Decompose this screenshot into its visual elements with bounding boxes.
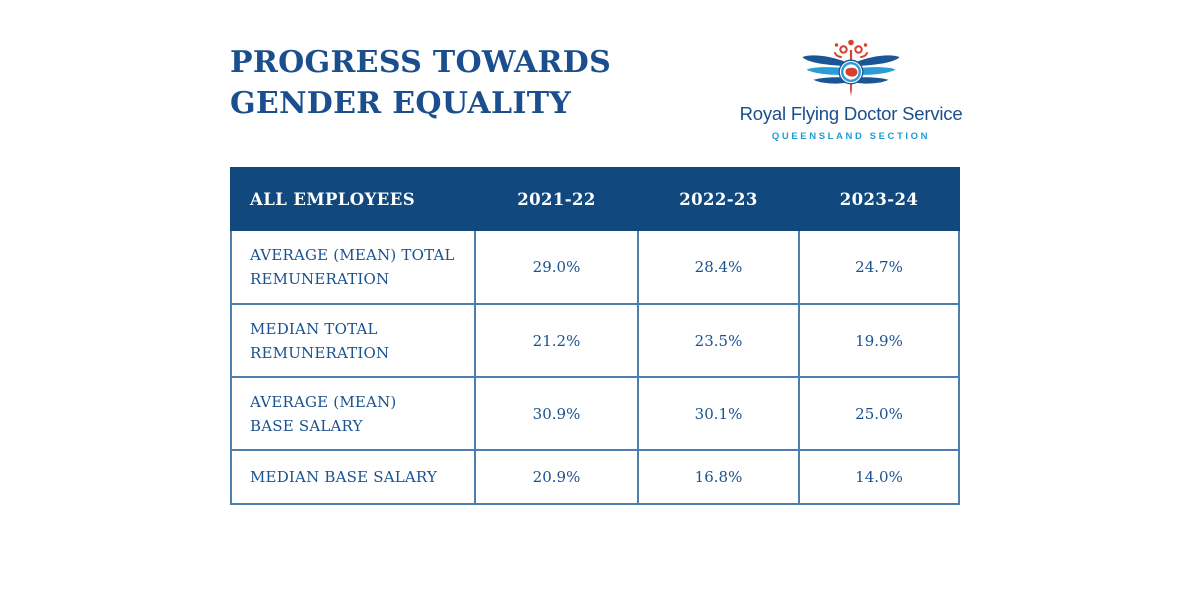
table-header-row: ALL EMPLOYEES 2021-22 2022-23 2023-24 (230, 167, 960, 231)
row-label: AVERAGE (MEAN) BASE SALARY (230, 376, 476, 451)
value-cell: 24.7% (798, 229, 960, 305)
page-title-line-2: GENDER EQUALITY (230, 86, 572, 121)
table-row: AVERAGE (MEAN) BASE SALARY 30.9% 30.1% 2… (230, 376, 960, 451)
value-cell: 28.4% (637, 229, 800, 305)
page-title-line-1: PROGRESS TOWARDS (230, 45, 612, 80)
value-cell: 19.9% (798, 303, 960, 378)
logo-name: Royal Flying Doctor Service (739, 103, 963, 124)
row-label: AVERAGE (MEAN) TOTAL REMUNERATION (230, 229, 476, 305)
row-label: MEDIAN BASE SALARY (230, 449, 476, 505)
value-cell: 21.2% (474, 303, 639, 378)
value-cell: 29.0% (474, 229, 639, 305)
table-row: MEDIAN BASE SALARY 20.9% 16.8% 14.0% (230, 449, 960, 505)
value-cell: 16.8% (637, 449, 800, 505)
page-title: PROGRESS TOWARDS GENDER EQUALITY (230, 42, 611, 124)
table-row: AVERAGE (MEAN) TOTAL REMUNERATION 29.0% … (230, 229, 960, 305)
rfds-emblem-icon (802, 39, 900, 97)
value-cell: 30.1% (637, 376, 800, 451)
logo-section: QUEENSLAND SECTION (771, 131, 931, 142)
column-header-2021-22: 2021-22 (474, 167, 639, 231)
table-row: MEDIAN TOTAL REMUNERATION 21.2% 23.5% 19… (230, 303, 960, 378)
column-header-all-employees: ALL EMPLOYEES (230, 167, 476, 231)
column-header-2023-24: 2023-24 (798, 167, 960, 231)
column-header-2022-23: 2022-23 (637, 167, 800, 231)
gender-equality-table: ALL EMPLOYEES 2021-22 2022-23 2023-24 AV… (230, 167, 960, 505)
row-label: MEDIAN TOTAL REMUNERATION (230, 303, 476, 378)
value-cell: 20.9% (474, 449, 639, 505)
value-cell: 30.9% (474, 376, 639, 451)
value-cell: 14.0% (798, 449, 960, 505)
value-cell: 25.0% (798, 376, 960, 451)
rfds-logo: Royal Flying Doctor Service QUEENSLAND S… (728, 34, 974, 142)
value-cell: 23.5% (637, 303, 800, 378)
